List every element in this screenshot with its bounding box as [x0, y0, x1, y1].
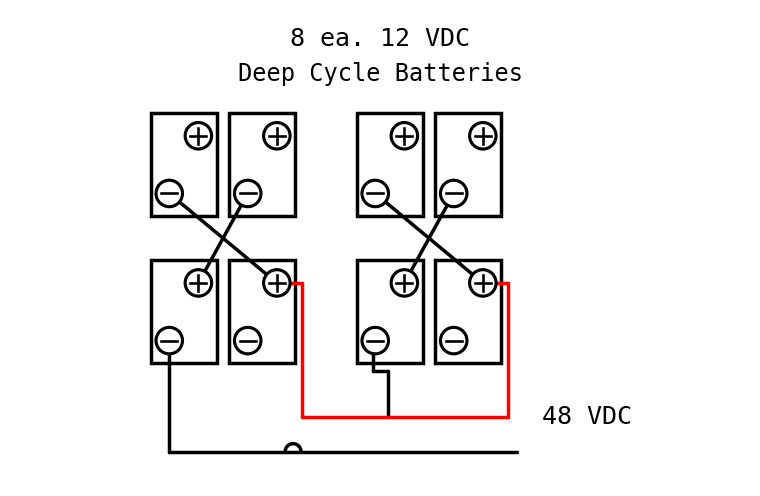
- Circle shape: [264, 270, 290, 296]
- Circle shape: [156, 180, 182, 207]
- Bar: [356, 260, 423, 363]
- Circle shape: [185, 123, 211, 149]
- Circle shape: [470, 270, 496, 296]
- Text: 48 VDC: 48 VDC: [542, 405, 632, 429]
- Text: Deep Cycle Batteries: Deep Cycle Batteries: [237, 62, 523, 86]
- Circle shape: [235, 327, 261, 354]
- Bar: [150, 260, 217, 363]
- Bar: [230, 113, 296, 216]
- Circle shape: [156, 327, 182, 354]
- Circle shape: [391, 123, 417, 149]
- Circle shape: [235, 180, 261, 207]
- Circle shape: [470, 123, 496, 149]
- Bar: [230, 260, 296, 363]
- Circle shape: [391, 270, 417, 296]
- Circle shape: [441, 180, 467, 207]
- Circle shape: [264, 123, 290, 149]
- Bar: [435, 260, 502, 363]
- Circle shape: [441, 327, 467, 354]
- Circle shape: [362, 327, 388, 354]
- Circle shape: [185, 270, 211, 296]
- Bar: [435, 113, 502, 216]
- Bar: [150, 113, 217, 216]
- Text: 8 ea. 12 VDC: 8 ea. 12 VDC: [290, 27, 470, 51]
- Bar: [356, 113, 423, 216]
- Circle shape: [362, 180, 388, 207]
